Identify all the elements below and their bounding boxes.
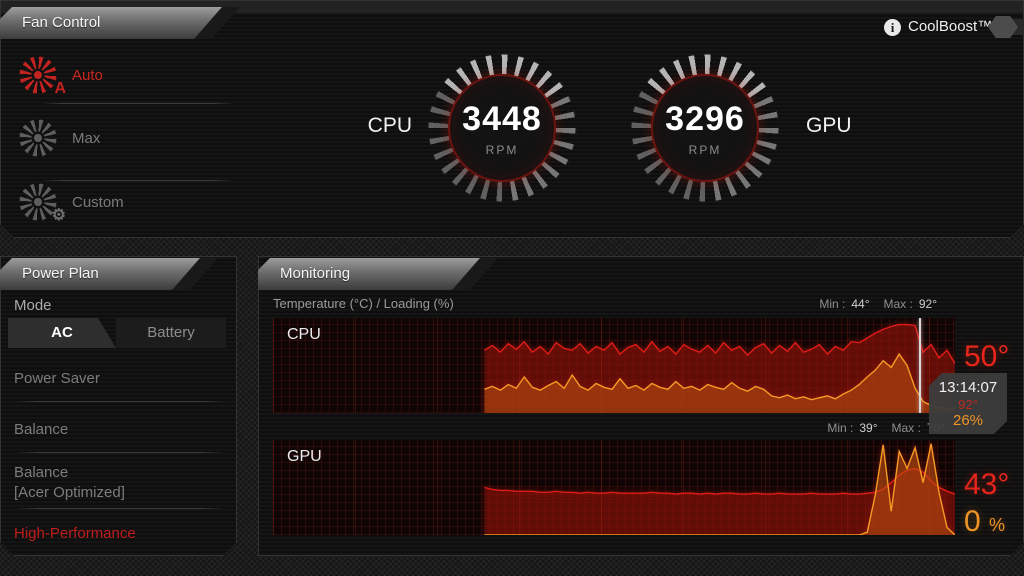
gpu-chart[interactable]: GPU [273, 440, 955, 535]
cpu-fan-gauge: 3448 RPM [427, 53, 577, 203]
gpu-rpm-value: 3296 [665, 99, 745, 138]
divider [14, 401, 226, 402]
cpu-current-temp: 50° [964, 340, 1010, 373]
gpu-rpm-unit: RPM [688, 142, 722, 157]
fan-control-title: Fan Control [0, 7, 222, 39]
gpu-minmax: Min :39°Max :70° [663, 421, 945, 435]
divider [14, 508, 226, 509]
fan-control-header: Fan Control [0, 7, 240, 39]
mode-label: Mode [14, 297, 52, 314]
plan-balance[interactable]: Balance [14, 421, 69, 438]
cpu-minmax: Min : 44° Max : 92° [655, 297, 937, 311]
divider [40, 180, 236, 181]
fan-mode-label: Custom [72, 193, 124, 211]
chart-cursor [919, 318, 921, 413]
fan-mode-label: Max [72, 129, 101, 147]
cpu-min-value: 44° [851, 297, 870, 311]
gpu-load-unit: % [989, 515, 1006, 535]
gpu-min-value: 39° [859, 421, 878, 435]
tab-ac[interactable]: AC [8, 318, 116, 348]
coolboost-toggle-knob[interactable] [988, 16, 1018, 38]
fan-max-icon [18, 118, 58, 158]
fan-custom-icon: ⚙ [18, 182, 66, 224]
cpu-rpm-unit: RPM [485, 142, 519, 157]
power-plan-panel [0, 256, 237, 556]
monitoring-subtitle: Temperature (°C) / Loading (%) [273, 296, 454, 311]
gpu-current-temp: 43° [964, 468, 1010, 501]
info-icon[interactable]: i [884, 19, 901, 36]
cpu-chart-plot [484, 323, 955, 413]
tooltip-load: 26% [952, 412, 984, 429]
power-plan-header: Power Plan [0, 258, 218, 290]
gpu-load-value: 0 [964, 505, 981, 538]
cpu-rpm-value: 3448 [462, 99, 542, 138]
tooltip-time: 13:14:07 [938, 379, 998, 396]
cpu-chart[interactable]: CPU [273, 318, 955, 413]
fan-mode-max[interactable]: Max [18, 118, 100, 158]
cpu-chart-label: CPU [287, 326, 321, 343]
power-plan-title: Power Plan [0, 258, 200, 290]
monitoring-header: Monitoring [258, 258, 498, 290]
tab-battery[interactable]: Battery [116, 318, 226, 348]
fan-mode-label: Auto [72, 66, 103, 84]
plan-high-performance[interactable]: High-Performance [14, 525, 136, 542]
fan-mode-auto[interactable]: A Auto [18, 55, 103, 97]
divider [14, 452, 226, 453]
tooltip-temp: 92° [958, 397, 978, 412]
cpu-max-label: Max : [883, 297, 913, 311]
gpu-chart-plot [484, 443, 955, 535]
fan-mode-custom[interactable]: ⚙ Custom [18, 182, 124, 224]
cpu-min-label: Min : [819, 297, 846, 311]
plan-balance-acer-optimized[interactable]: Balance [Acer Optimized] [14, 464, 125, 501]
fan-auto-icon: A [18, 55, 66, 97]
gpu-fan-gauge: 3296 RPM [630, 53, 780, 203]
gpu-chart-label: GPU [287, 448, 322, 465]
cpu-fan-label: CPU [367, 114, 412, 137]
cpu-max-value: 92° [918, 297, 937, 311]
divider [40, 103, 236, 104]
gpu-max-label: Max : [891, 421, 921, 435]
coolboost-label: CoolBoost™ [908, 18, 993, 35]
plan-power-saver[interactable]: Power Saver [14, 370, 100, 387]
gpu-fan-label: GPU [806, 114, 852, 137]
chart-tooltip: 13:14:07 92° 26% [929, 373, 1007, 434]
gpu-min-label: Min : [827, 421, 854, 435]
gpu-current-load: 0 % [964, 505, 1005, 539]
panel-top-strip [1, 1, 1023, 13]
monitoring-title: Monitoring [258, 258, 480, 290]
